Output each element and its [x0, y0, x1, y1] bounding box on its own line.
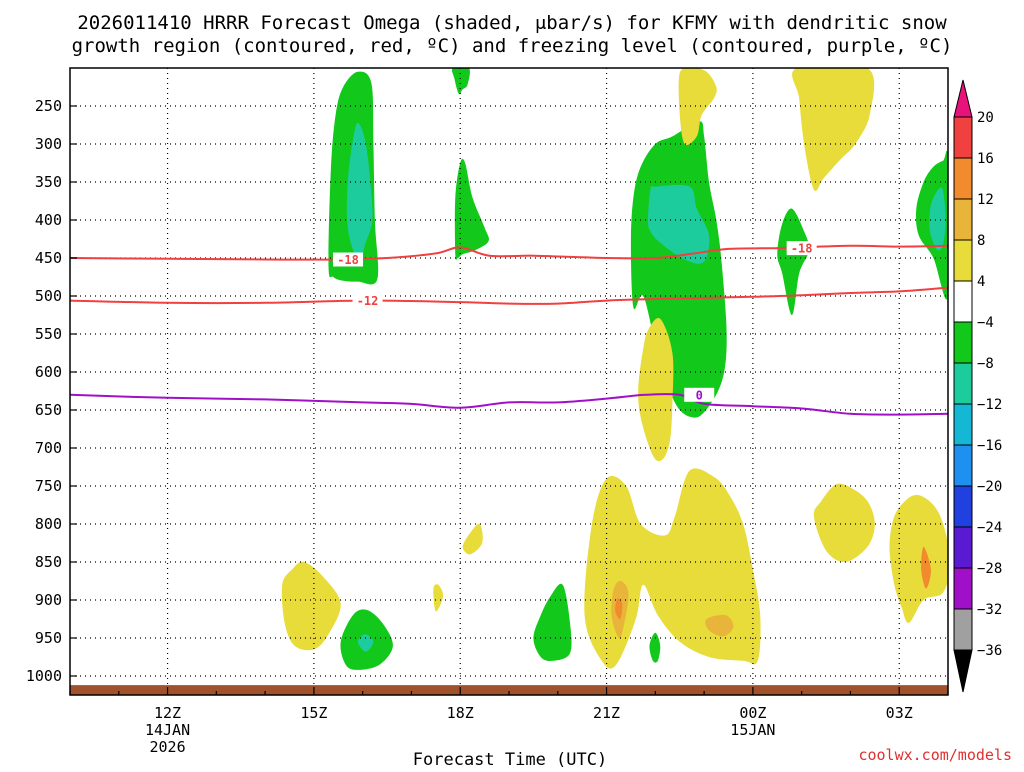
x-tick-sublabel-24-0: 15JAN: [730, 721, 775, 739]
credit-text: coolwx.com/models: [858, 746, 1012, 764]
colorbar-label-6: −8: [977, 356, 994, 372]
isotherm-zero-label-0: 0: [696, 388, 703, 402]
x-tick-label-21: 21Z: [593, 704, 620, 722]
colorbar: 20 16 12 8 4 −4 −8 −12 −16 −20 −24 −28 −32 −36: [953, 79, 1002, 693]
x-tick-sublabel-12-1: 2026: [149, 738, 185, 756]
omega-region-3: [454, 158, 489, 260]
omega-region-13: [678, 68, 717, 146]
y-tick-label-850: 850: [35, 553, 62, 571]
colorbar-label-4: 4: [977, 274, 985, 290]
colorbar-label-9: −20: [977, 479, 1002, 495]
omega-region-18: [433, 584, 444, 612]
colorbar-bin-11: [953, 567, 973, 610]
isotherm-minus18-label-bg-1: [786, 241, 817, 256]
omega-region-17: [462, 523, 483, 555]
colorbar-label-0: 20: [977, 110, 994, 126]
omega-region-15: [638, 317, 674, 462]
colorbar-label-10: −24: [977, 520, 1002, 536]
omega-region-21: [889, 494, 948, 623]
y-tick-label-250: 250: [35, 97, 62, 115]
isotherm-minus12-label-bg-0: [352, 293, 383, 308]
colorbar-bin-12: [953, 608, 973, 651]
y-tick-label-1000: 1000: [26, 667, 62, 685]
omega-region-1: [346, 122, 373, 262]
colorbar-label-7: −12: [977, 397, 1002, 413]
omega-region-5: [648, 184, 710, 264]
y-tick-label-950: 950: [35, 629, 62, 647]
omega-shading: [281, 68, 948, 670]
colorbar-bin-3: [953, 239, 973, 282]
colorbar-top-triangle: [953, 79, 973, 118]
omega-region-20: [813, 483, 875, 563]
y-tick-label-350: 350: [35, 173, 62, 191]
chart-title-line-1: 2026011410 HRRR Forecast Omega (shaded, …: [77, 12, 947, 34]
omega-region-6: [777, 208, 810, 315]
y-tick-label-650: 650: [35, 401, 62, 419]
chart-title-line-2: growth region (contoured, red, ºC) and f…: [72, 35, 953, 57]
isotherm-minus12-label-0: -12: [357, 294, 379, 308]
omega-region-24: [705, 614, 734, 637]
isotherm-zero-line: [70, 392, 948, 416]
colorbar-label-12: −32: [977, 602, 1002, 618]
colorbar-label-3: 8: [977, 233, 985, 249]
y-tick-label-500: 500: [35, 287, 62, 305]
x-tick-label-12: 12Z: [154, 704, 181, 722]
colorbar-bin-2: [953, 198, 973, 241]
x-tick-label-15: 15Z: [300, 704, 327, 722]
y-tick-label-900: 900: [35, 591, 62, 609]
y-tick-label-300: 300: [35, 135, 62, 153]
colorbar-bin-5: [953, 321, 973, 364]
colorbar-label-8: −16: [977, 438, 1002, 454]
omega-region-11: [533, 583, 572, 662]
colorbar-label-1: 16: [977, 151, 994, 167]
y-tick-label-750: 750: [35, 477, 62, 495]
colorbar-bin-8: [953, 444, 973, 487]
x-tick-label-27: 03Z: [886, 704, 913, 722]
isotherm-minus18-line: [70, 244, 948, 261]
colorbar-label-11: −28: [977, 561, 1002, 577]
omega-region-25: [921, 546, 931, 589]
colorbar-label-2: 12: [977, 192, 994, 208]
x-tick-sublabel-12-0: 14JAN: [145, 721, 190, 739]
omega-region-16: [281, 561, 341, 651]
y-axis: 250 300 350 400 450 500 550 600 650 700 750 800 850 9…: [26, 97, 77, 685]
isotherm-zero-label-bg-0: [684, 387, 715, 402]
y-tick-label-600: 600: [35, 363, 62, 381]
isotherm-minus12-line: [70, 286, 948, 305]
y-tick-label-400: 400: [35, 211, 62, 229]
x-axis-label: Forecast Time (UTC): [413, 750, 607, 768]
colorbar-bin-10: [953, 526, 973, 569]
omega-region-10: [357, 634, 374, 652]
colorbar-bin-9: [953, 485, 973, 528]
isotherm-minus18-label-0: -18: [337, 253, 359, 267]
x-tick-label-24: 00Z: [739, 704, 766, 722]
omega-region-8: [929, 187, 946, 251]
omega-region-19: [584, 468, 761, 669]
isotherm-minus18-label-bg-0: [333, 252, 364, 267]
omega-region-14: [792, 68, 875, 191]
colorbar-bin-7: [953, 403, 973, 446]
y-tick-label-550: 550: [35, 325, 62, 343]
isotherm-contours: -18 -18 -12 0: [70, 241, 948, 416]
x-tick-label-18: 18Z: [447, 704, 474, 722]
colorbar-bin-4: [953, 280, 973, 323]
isotherm-minus18-label-1: -18: [791, 242, 813, 256]
y-tick-label-450: 450: [35, 249, 62, 267]
colorbar-bottom-triangle: [953, 649, 973, 693]
y-tick-label-800: 800: [35, 515, 62, 533]
omega-region-2: [451, 68, 470, 95]
colorbar-bin-6: [953, 362, 973, 405]
colorbar-bin-0: [953, 116, 973, 159]
terrain-band: [70, 685, 948, 695]
colorbar-bin-1: [953, 157, 973, 200]
y-tick-label-700: 700: [35, 439, 62, 457]
colorbar-label-13: −36: [977, 643, 1002, 659]
omega-region-12: [649, 632, 661, 663]
colorbar-label-5: −4: [977, 315, 994, 331]
omega-region-23: [615, 598, 623, 620]
